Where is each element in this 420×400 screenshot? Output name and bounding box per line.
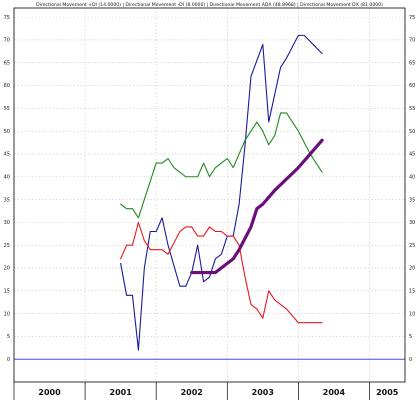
- y-tick-right-5: 5: [409, 334, 412, 340]
- y-tick-left-0: 0: [7, 357, 10, 363]
- y-tick-right-75: 75: [409, 15, 415, 21]
- y-axis-right-ticks: 0 5 10 15 20 25 30 35 40 45 50 55 60 65 70 75: [409, 15, 415, 363]
- y-tick-left-75: 75: [4, 15, 10, 21]
- y-tick-right-55: 55: [409, 106, 415, 112]
- y-tick-left-70: 70: [4, 38, 10, 44]
- y-tick-right-45: 45: [409, 152, 415, 158]
- y-tick-right-50: 50: [409, 129, 415, 135]
- y-tick-right-0: 0: [409, 357, 412, 363]
- y-tick-left-65: 65: [4, 60, 10, 66]
- y-tick-right-25: 25: [409, 243, 415, 249]
- y-axis-left-ticks: 0 5 10 15 20 25 30 35 40 45 50 55 60 65 70 75: [4, 15, 10, 363]
- grid-layer: [13, 8, 405, 382]
- y-tick-left-20: 20: [4, 266, 10, 272]
- y-tick-left-30: 30: [4, 220, 10, 226]
- y-tick-right-40: 40: [409, 174, 415, 180]
- x-tick-label-2001: 2001: [110, 388, 133, 397]
- y-tick-left-35: 35: [4, 197, 10, 203]
- y-tick-right-20: 20: [409, 266, 415, 272]
- x-tick-label-2004: 2004: [323, 388, 346, 397]
- y-tick-left-10: 10: [4, 311, 10, 317]
- x-tick-label-2003: 2003: [252, 388, 274, 397]
- y-tick-left-55: 55: [4, 106, 10, 112]
- y-tick-left-40: 40: [4, 174, 10, 180]
- y-tick-right-65: 65: [409, 60, 415, 66]
- y-tick-right-70: 70: [409, 38, 415, 44]
- x-axis-ticks: 2000 2001 2002 2003 2004 2005: [13, 382, 399, 400]
- y-tick-right-35: 35: [409, 197, 415, 203]
- dx-line: [120, 112, 323, 219]
- y-tick-right-15: 15: [409, 288, 415, 294]
- plus-di-line: [120, 34, 323, 351]
- x-tick-label-2002: 2002: [181, 388, 203, 397]
- y-tick-left-25: 25: [4, 243, 10, 249]
- adx-line: [190, 138, 324, 275]
- series-layer: [120, 34, 324, 351]
- chart-title: Directional Movement +DI (14.0000) | Dir…: [36, 2, 383, 8]
- minus-di-line: [120, 221, 323, 324]
- y-tick-left-60: 60: [4, 83, 10, 89]
- x-tick-label-2005: 2005: [376, 388, 399, 397]
- y-tick-left-5: 5: [7, 334, 10, 340]
- y-tick-left-50: 50: [4, 129, 10, 135]
- y-tick-right-60: 60: [409, 83, 415, 89]
- y-tick-right-10: 10: [409, 311, 415, 317]
- plot-frame: [13, 7, 406, 383]
- y-tick-right-30: 30: [409, 220, 415, 226]
- x-tick-label-2000: 2000: [38, 388, 61, 397]
- y-tick-left-45: 45: [4, 152, 10, 158]
- y-tick-left-15: 15: [4, 288, 10, 294]
